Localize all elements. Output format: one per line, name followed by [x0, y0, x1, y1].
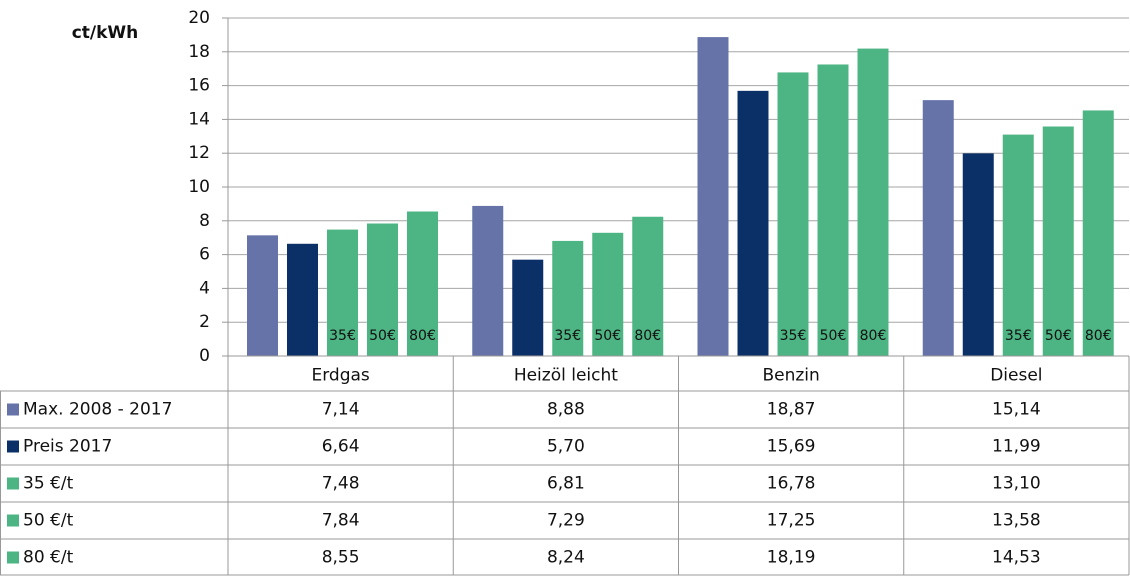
bar	[777, 72, 809, 356]
y-tick-label: 8	[199, 211, 210, 231]
legend-label: 50 €/t	[23, 511, 74, 531]
table-cell: 6,81	[547, 474, 585, 494]
x-tick-label: Benzin	[762, 366, 819, 386]
table-cell: 18,87	[767, 400, 816, 420]
bar	[962, 153, 994, 356]
y-tick-label: 0	[199, 346, 210, 366]
table-cell: 14,53	[992, 548, 1041, 568]
bar-annotation: 50€	[369, 328, 396, 344]
y-tick-label: 2	[199, 312, 210, 332]
legend-swatch	[7, 477, 19, 490]
bar	[697, 37, 729, 357]
bar	[1002, 134, 1034, 356]
y-tick-label: 20	[188, 8, 210, 28]
x-tick-label: Heizöl leicht	[514, 366, 618, 386]
bar	[512, 259, 544, 356]
bar	[922, 100, 954, 356]
y-tick-label: 6	[199, 245, 210, 265]
legend-label: Max. 2008 - 2017	[23, 400, 172, 420]
legend-label: 80 €/t	[23, 548, 74, 568]
bar-annotation: 80€	[409, 328, 436, 344]
bar	[367, 223, 398, 356]
bar	[327, 229, 358, 356]
bar	[592, 232, 624, 356]
bar	[407, 211, 438, 356]
table-cell: 8,55	[322, 548, 360, 568]
bar-annotation: 50€	[820, 328, 847, 344]
bar-annotation: 50€	[1045, 328, 1072, 344]
legend-swatch	[7, 551, 19, 564]
y-tick-label: 16	[188, 76, 210, 96]
table-cell: 16,78	[767, 474, 816, 494]
table-cell: 8,88	[547, 400, 585, 420]
table-cell: 8,24	[547, 548, 585, 568]
bar	[1042, 126, 1074, 356]
x-tick-label: Erdgas	[311, 366, 369, 386]
legend-swatch	[7, 514, 19, 527]
bar-annotation: 80€	[1085, 328, 1112, 344]
bar	[817, 64, 849, 356]
bar	[247, 235, 278, 356]
y-tick-label: 4	[199, 278, 210, 298]
table-cell: 7,29	[547, 511, 585, 531]
y-tick-label: 10	[188, 177, 210, 197]
table-cell: 13,58	[992, 511, 1041, 531]
legend-label: 35 €/t	[23, 474, 74, 494]
bar	[287, 243, 318, 356]
legend-label: Preis 2017	[23, 437, 112, 457]
table-cell: 7,14	[322, 400, 360, 420]
table-cell: 7,84	[322, 511, 360, 531]
table-cell: 5,70	[547, 437, 585, 457]
y-tick-label: 18	[188, 42, 210, 62]
y-axis-label: ct/kWh	[72, 23, 139, 43]
legend-swatch	[7, 403, 19, 416]
x-tick-label: Diesel	[990, 366, 1042, 386]
table-cell: 18,19	[767, 548, 816, 568]
bar-annotation: 50€	[594, 328, 621, 344]
bar	[737, 90, 769, 357]
bar-annotation: 35€	[1005, 328, 1032, 344]
bar	[552, 240, 584, 356]
table-cell: 15,14	[992, 400, 1041, 420]
table-cell: 17,25	[767, 511, 816, 531]
table-cell: 11,99	[992, 437, 1041, 457]
bar	[472, 205, 504, 356]
y-tick-label: 12	[188, 143, 210, 163]
bar-annotation: 35€	[780, 328, 807, 344]
table-cell: 7,48	[322, 474, 360, 494]
bar-annotation: 35€	[329, 328, 356, 344]
table-cell: 15,69	[767, 437, 816, 457]
bar	[632, 216, 664, 356]
bar	[1082, 110, 1114, 357]
table-cell: 13,10	[992, 474, 1041, 494]
bar-annotation: 80€	[860, 328, 887, 344]
table-cell: 6,64	[322, 437, 360, 457]
bar-annotation: 35€	[554, 328, 581, 344]
bar	[857, 48, 889, 357]
bar-annotation: 80€	[634, 328, 661, 344]
y-tick-label: 14	[188, 109, 210, 129]
legend-swatch	[7, 440, 19, 453]
